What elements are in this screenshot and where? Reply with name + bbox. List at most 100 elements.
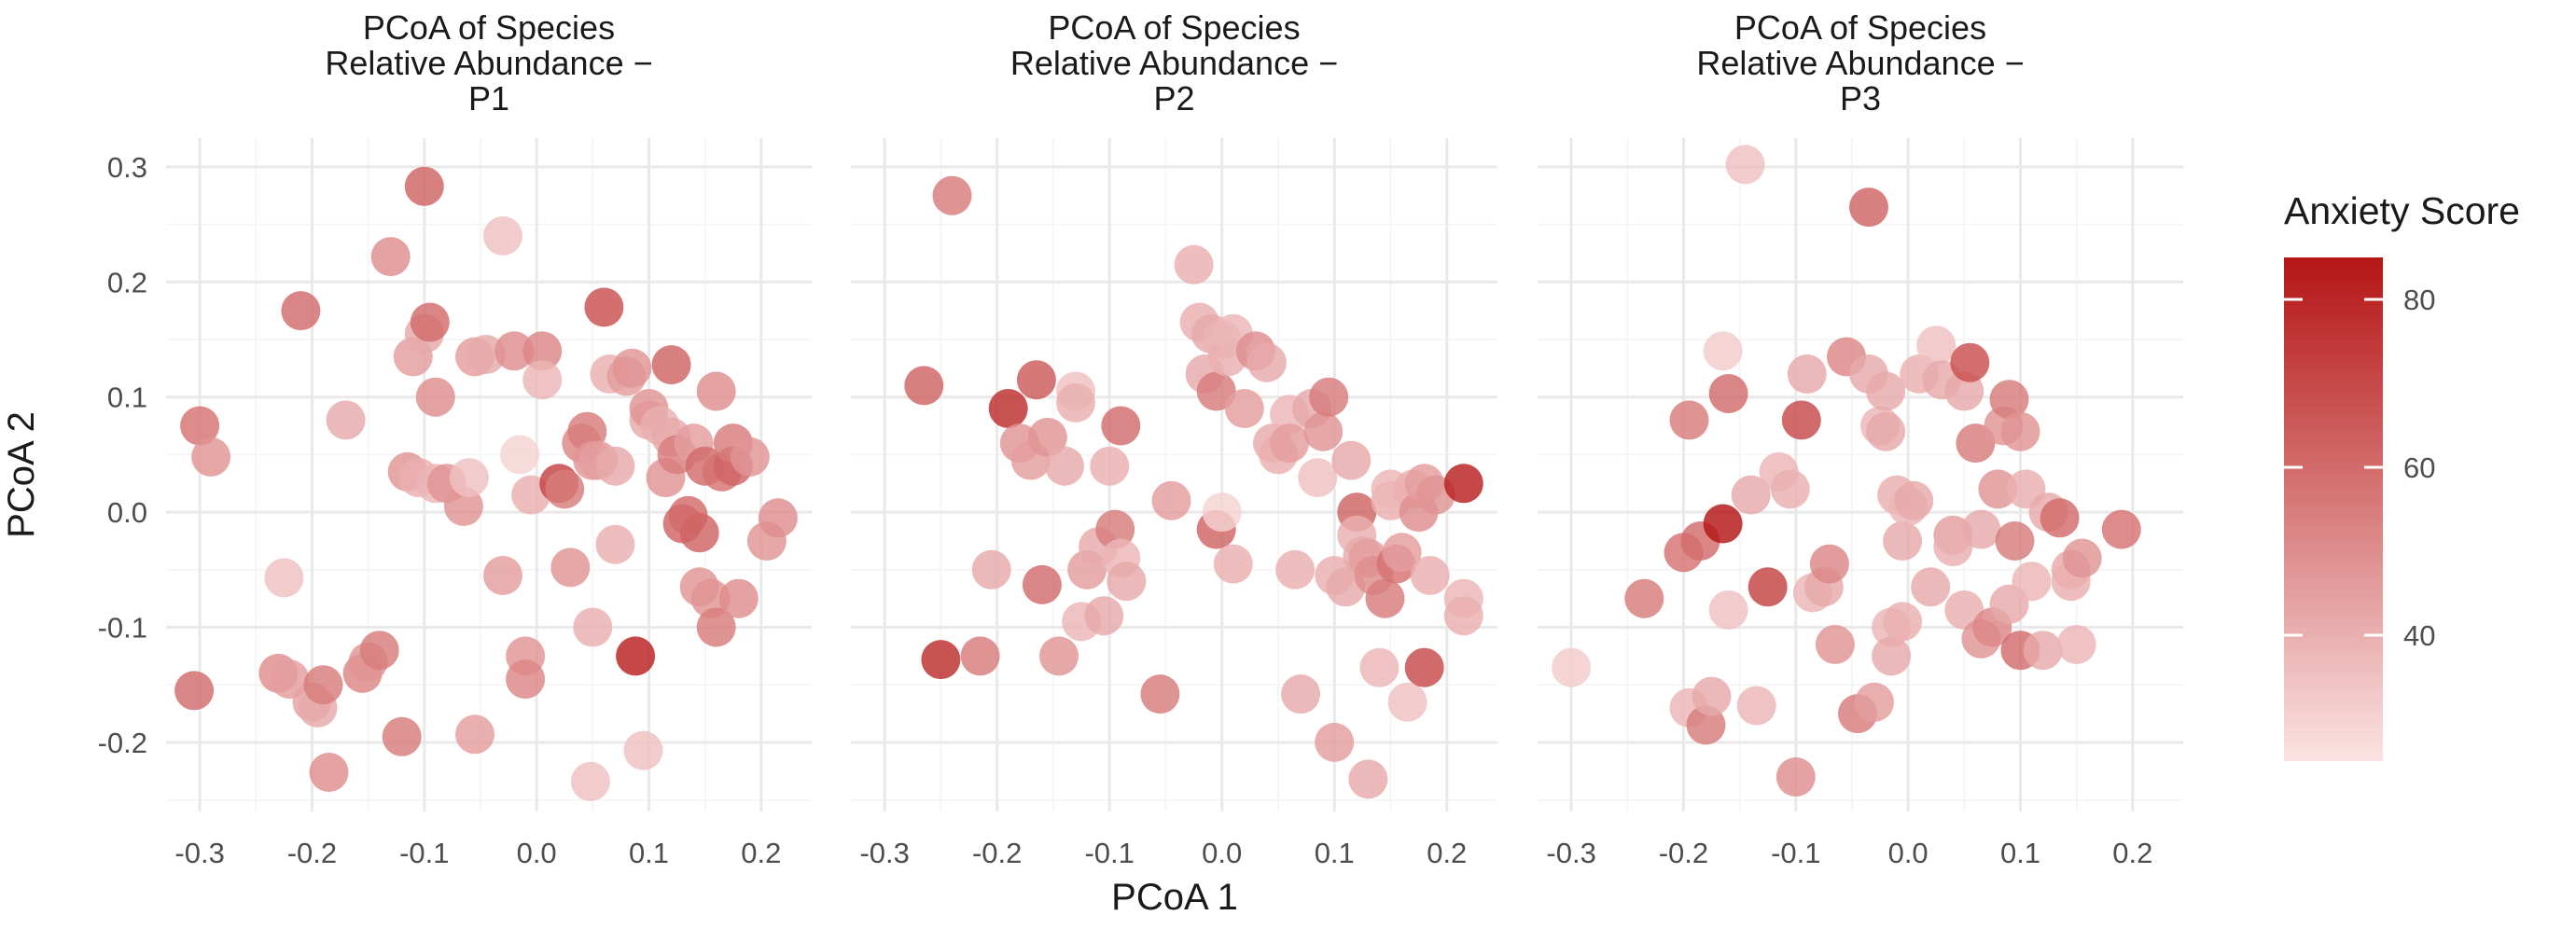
data-point: [988, 389, 1028, 428]
data-point: [595, 524, 635, 564]
data-point: [1107, 562, 1147, 602]
data-point: [550, 548, 591, 588]
panel-title-line: Relative Abundance −: [1696, 44, 2024, 82]
data-point: [2040, 498, 2080, 538]
data-point: [2056, 625, 2096, 664]
data-point: [2023, 631, 2063, 671]
data-point: [1883, 602, 1923, 642]
data-point: [1872, 636, 1912, 676]
x-tick-label: -0.1: [399, 837, 449, 869]
data-point: [1084, 596, 1124, 636]
data-point: [1090, 446, 1130, 486]
data-point: [730, 437, 770, 477]
data-point: [1933, 527, 1973, 567]
data-point: [1736, 686, 1776, 726]
x-axis-title: PCoA 1: [1111, 877, 1238, 918]
x-tick-label: 0.1: [2000, 837, 2040, 869]
y-tick-label: 0.1: [107, 381, 147, 414]
data-point: [1703, 504, 1743, 544]
data-point: [1748, 567, 1788, 607]
data-point: [483, 556, 522, 595]
x-tick-label: -0.3: [174, 837, 224, 869]
x-tick-label: 0.0: [1888, 837, 1929, 869]
x-tick-label: 0.2: [2112, 837, 2152, 869]
data-point: [1708, 590, 1748, 630]
legend-tick-label: 60: [2403, 451, 2435, 484]
data-point: [595, 446, 635, 486]
data-point: [1995, 521, 2035, 561]
data-point: [410, 302, 450, 342]
data-point: [522, 360, 563, 400]
y-tick-label: 0.2: [107, 266, 147, 298]
x-tick-label: -0.2: [1659, 837, 1708, 869]
data-point: [1213, 544, 1253, 584]
data-point: [449, 458, 489, 498]
data-point: [904, 366, 944, 406]
data-point: [1978, 469, 2018, 509]
data-point: [1281, 674, 1321, 714]
data-point: [2062, 538, 2102, 578]
data-point: [1387, 682, 1427, 722]
data-point: [1151, 480, 1191, 520]
data-point: [1866, 371, 1906, 411]
y-axis-title: PCoA 2: [1, 411, 42, 538]
data-point: [696, 371, 736, 411]
data-point: [1708, 374, 1748, 413]
legend-tick-label: 40: [2403, 619, 2435, 652]
data-point: [1911, 567, 1951, 607]
data-point: [281, 291, 321, 331]
points-group: [174, 166, 798, 801]
data-point: [1174, 244, 1214, 284]
x-tick-label: -0.3: [1546, 837, 1595, 869]
data-point: [1315, 722, 1355, 762]
data-point: [382, 716, 422, 756]
x-tick-label: 0.2: [741, 837, 781, 869]
data-point: [1815, 625, 1855, 664]
data-point: [1855, 682, 1894, 722]
data-point: [1101, 406, 1141, 446]
data-point: [2000, 411, 2040, 451]
y-tick-label: 0.0: [107, 496, 147, 529]
data-point: [612, 348, 652, 388]
y-tick-label: 0.3: [107, 151, 147, 184]
data-point: [1849, 187, 1888, 228]
data-point: [1027, 417, 1067, 457]
data-point: [506, 659, 546, 700]
legend-colorbar: [2284, 257, 2383, 761]
data-point: [623, 730, 663, 770]
data-point: [679, 513, 719, 553]
panel-title-line: Relative Abundance −: [1010, 44, 1338, 82]
x-tick-label: 0.2: [1427, 837, 1467, 869]
data-point: [1916, 326, 1956, 366]
legend-tick-label: 80: [2403, 284, 2435, 316]
data-point: [1365, 578, 1405, 618]
data-point: [1022, 564, 1062, 604]
data-point: [1731, 475, 1771, 515]
data-point: [1866, 411, 1906, 451]
data-point: [1781, 400, 1821, 440]
data-point: [404, 166, 444, 206]
data-point: [1669, 400, 1709, 440]
x-tick-label: -0.1: [1084, 837, 1134, 869]
y-tick-label: -0.2: [98, 727, 147, 759]
data-point: [570, 761, 610, 801]
x-tick-label: -0.3: [859, 837, 909, 869]
data-point: [174, 671, 215, 711]
data-point: [1552, 647, 1592, 687]
data-point: [1140, 674, 1180, 714]
data-point: [573, 607, 613, 647]
data-point: [1775, 757, 1816, 797]
data-point: [1382, 533, 1422, 573]
data-point: [415, 377, 455, 417]
data-point: [1224, 389, 1264, 428]
data-point: [1989, 380, 2029, 420]
data-point: [1196, 371, 1236, 411]
data-point: [921, 640, 961, 680]
data-point: [1443, 464, 1483, 504]
data-point: [500, 435, 540, 475]
data-point: [545, 469, 585, 509]
x-tick-label: 0.0: [517, 837, 557, 869]
data-point: [309, 753, 349, 792]
